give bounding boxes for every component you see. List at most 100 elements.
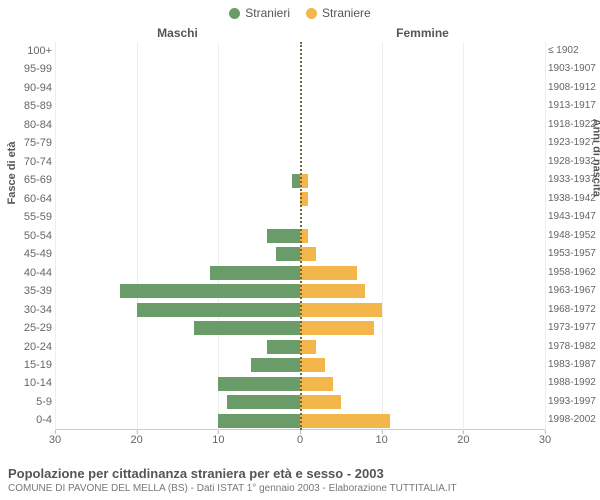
- male-side: [55, 411, 300, 429]
- male-side: [55, 374, 300, 392]
- age-label: 5-9: [0, 393, 52, 411]
- age-label: 85-89: [0, 97, 52, 115]
- legend: Stranieri Straniere: [0, 0, 600, 20]
- age-label: 70-74: [0, 153, 52, 171]
- x-axis: 0102030 102030: [55, 430, 545, 450]
- legend-item-female: Straniere: [306, 6, 371, 20]
- male-side: [55, 79, 300, 97]
- male-bar: [218, 377, 300, 391]
- year-label: 1923-1927: [548, 134, 598, 152]
- age-label: 95-99: [0, 60, 52, 78]
- x-tick: 30: [49, 434, 61, 446]
- male-bar: [194, 321, 300, 335]
- year-label: ≤ 1902: [548, 42, 598, 60]
- male-bar: [251, 358, 300, 372]
- male-side: [55, 282, 300, 300]
- legend-label-female: Straniere: [322, 6, 371, 20]
- male-side: [55, 134, 300, 152]
- female-side: [300, 338, 545, 356]
- female-side: [300, 411, 545, 429]
- year-label: 1973-1977: [548, 319, 598, 337]
- chart-subtitle: COMUNE DI PAVONE DEL MELLA (BS) - Dati I…: [8, 483, 592, 494]
- year-label: 1918-1922: [548, 116, 598, 134]
- female-side: [300, 245, 545, 263]
- male-side: [55, 356, 300, 374]
- female-bar: [300, 340, 316, 354]
- female-bar: [300, 358, 325, 372]
- female-side: [300, 319, 545, 337]
- female-side: [300, 301, 545, 319]
- age-label: 55-59: [0, 208, 52, 226]
- year-label: 1953-1957: [548, 245, 598, 263]
- x-tick: 10: [212, 434, 224, 446]
- age-label: 45-49: [0, 245, 52, 263]
- swatch-male: [229, 8, 240, 19]
- age-label: 80-84: [0, 116, 52, 134]
- year-label: 1993-1997: [548, 393, 598, 411]
- female-side: [300, 134, 545, 152]
- year-label: 1988-1992: [548, 374, 598, 392]
- age-label: 90-94: [0, 79, 52, 97]
- female-side: [300, 153, 545, 171]
- male-side: [55, 227, 300, 245]
- male-bar: [210, 266, 300, 280]
- female-side: [300, 264, 545, 282]
- age-label: 30-34: [0, 301, 52, 319]
- female-bar: [300, 377, 333, 391]
- age-label: 20-24: [0, 338, 52, 356]
- swatch-female: [306, 8, 317, 19]
- male-side: [55, 319, 300, 337]
- female-side: [300, 116, 545, 134]
- x-tick: 20: [131, 434, 143, 446]
- female-side: [300, 393, 545, 411]
- age-label: 100+: [0, 42, 52, 60]
- year-label: 1968-1972: [548, 301, 598, 319]
- age-label: 60-64: [0, 190, 52, 208]
- male-side: [55, 301, 300, 319]
- col-title-female: Femmine: [300, 26, 545, 40]
- year-label: 1983-1987: [548, 356, 598, 374]
- year-label: 1933-1937: [548, 171, 598, 189]
- x-tick: 30: [539, 434, 551, 446]
- male-side: [55, 190, 300, 208]
- footer: Popolazione per cittadinanza straniera p…: [8, 466, 592, 494]
- male-side: [55, 116, 300, 134]
- age-label: 15-19: [0, 356, 52, 374]
- legend-item-male: Stranieri: [229, 6, 290, 20]
- female-bar: [300, 321, 374, 335]
- column-titles: Maschi Femmine: [55, 26, 545, 40]
- age-label: 40-44: [0, 264, 52, 282]
- legend-label-male: Stranieri: [245, 6, 290, 20]
- year-label: 1978-1982: [548, 338, 598, 356]
- male-side: [55, 393, 300, 411]
- col-title-male: Maschi: [55, 26, 300, 40]
- female-side: [300, 171, 545, 189]
- chart-title: Popolazione per cittadinanza straniera p…: [8, 466, 592, 481]
- x-tick: 20: [457, 434, 469, 446]
- age-label: 65-69: [0, 171, 52, 189]
- female-side: [300, 42, 545, 60]
- x-tick: 10: [376, 434, 388, 446]
- grid-line: [545, 42, 546, 430]
- age-labels: 100+95-9990-9485-8980-8475-7970-7465-696…: [0, 42, 52, 430]
- male-side: [55, 264, 300, 282]
- female-bar: [300, 284, 365, 298]
- male-bar: [276, 247, 301, 261]
- male-bar: [267, 229, 300, 243]
- age-label: 10-14: [0, 374, 52, 392]
- male-side: [55, 153, 300, 171]
- year-label: 1913-1917: [548, 97, 598, 115]
- year-label: 1928-1932: [548, 153, 598, 171]
- year-label: 1938-1942: [548, 190, 598, 208]
- female-bar: [300, 247, 316, 261]
- female-side: [300, 79, 545, 97]
- center-line: [300, 42, 302, 430]
- year-label: 1943-1947: [548, 208, 598, 226]
- female-bar: [300, 395, 341, 409]
- female-side: [300, 356, 545, 374]
- age-label: 75-79: [0, 134, 52, 152]
- male-side: [55, 42, 300, 60]
- male-bar: [292, 174, 300, 188]
- male-bar: [218, 414, 300, 428]
- age-label: 50-54: [0, 227, 52, 245]
